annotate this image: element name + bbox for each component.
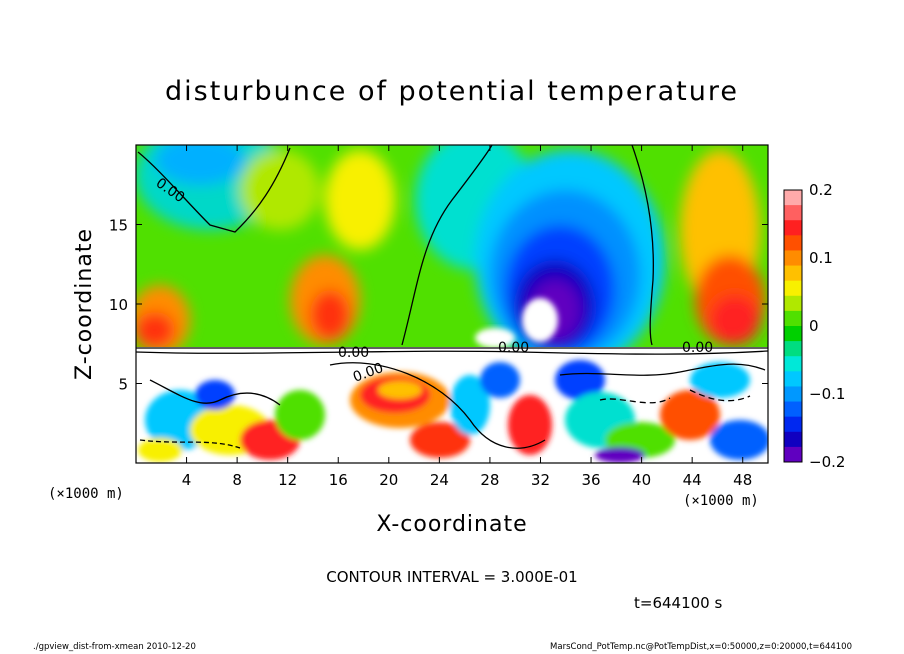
y-tick-label: 15	[109, 217, 128, 235]
colorbar-swatch	[784, 205, 802, 221]
x-tick-label: 28	[480, 471, 499, 489]
x-unit-right: (×1000 m)	[683, 493, 759, 509]
colorbar-swatch	[784, 250, 802, 267]
colorbar-swatch	[784, 431, 802, 448]
x-tick-label: 48	[733, 471, 752, 489]
colorbar-swatch	[784, 371, 802, 387]
colorbar-tick-label: −0.1	[809, 385, 845, 403]
x-tick-label: 4	[182, 471, 192, 489]
x-tick-label: 40	[632, 471, 651, 489]
chart-title: disturbunce of potential temperature	[165, 76, 739, 107]
footer-right: MarsCond_PotTemp.nc@PotTempDist,x=0:5000…	[550, 642, 852, 652]
colorbar-swatch	[784, 265, 802, 282]
colorbar-tick-label: 0.2	[809, 181, 833, 199]
contour-lines	[136, 145, 768, 449]
x-tick-label: 36	[581, 471, 600, 489]
colorbar-swatch	[784, 190, 802, 206]
colorbar-swatch	[784, 220, 802, 236]
colorbar-swatch	[784, 235, 802, 251]
x-tick-label: 12	[278, 471, 297, 489]
x-tick-label: 8	[232, 471, 242, 489]
y-tick-label: 10	[109, 296, 128, 314]
colorbar-tick-label: −0.2	[809, 453, 845, 471]
x-tick-label: 24	[430, 471, 449, 489]
y-axis: 5 10 15	[109, 217, 768, 394]
colorbar-swatch	[784, 280, 802, 297]
colorbar-swatch	[784, 310, 802, 327]
contour-label: 0.00	[682, 340, 713, 356]
footer-left: ./gpview_dist-from-xmean 2010-12-20	[33, 642, 196, 652]
colorbar-tick-label: 0.1	[809, 249, 833, 267]
colorbar-swatch	[784, 416, 802, 433]
contour-label: 0.00	[498, 340, 529, 356]
colorbar-swatch	[784, 326, 802, 342]
colorbar-swatch	[784, 401, 802, 418]
colorbar-swatch	[784, 356, 802, 372]
x-tick-label: 20	[379, 471, 398, 489]
x-unit-left: (×1000 m)	[48, 486, 124, 502]
time-label: t=644100 s	[634, 594, 723, 612]
colorbar-frame	[783, 189, 803, 463]
x-axis: 4 8 12 16 20 24 28 32 36 40 44 48	[182, 145, 752, 489]
y-axis-label: Z-coordinate	[72, 228, 97, 380]
y-tick-label: 5	[118, 376, 128, 394]
x-tick-label: 32	[531, 471, 550, 489]
colorbar-swatch	[784, 341, 802, 357]
contour-interval: CONTOUR INTERVAL = 3.000E-01	[326, 568, 578, 586]
colorbar: 0.2 0.1 0 −0.1 −0.2	[783, 181, 845, 471]
colorbar-tick-label: 0	[809, 317, 819, 335]
colorbar-swatch	[784, 386, 802, 403]
colorbar-swatch	[784, 446, 802, 463]
x-tick-label: 16	[329, 471, 348, 489]
colorbar-swatch	[784, 295, 802, 312]
contour-label: 0.00	[338, 345, 369, 361]
x-axis-label: X-coordinate	[376, 512, 528, 537]
heatmap-field: 0.00 0.00 0.00 0.00 0.00	[136, 145, 768, 463]
x-tick-label: 44	[683, 471, 702, 489]
